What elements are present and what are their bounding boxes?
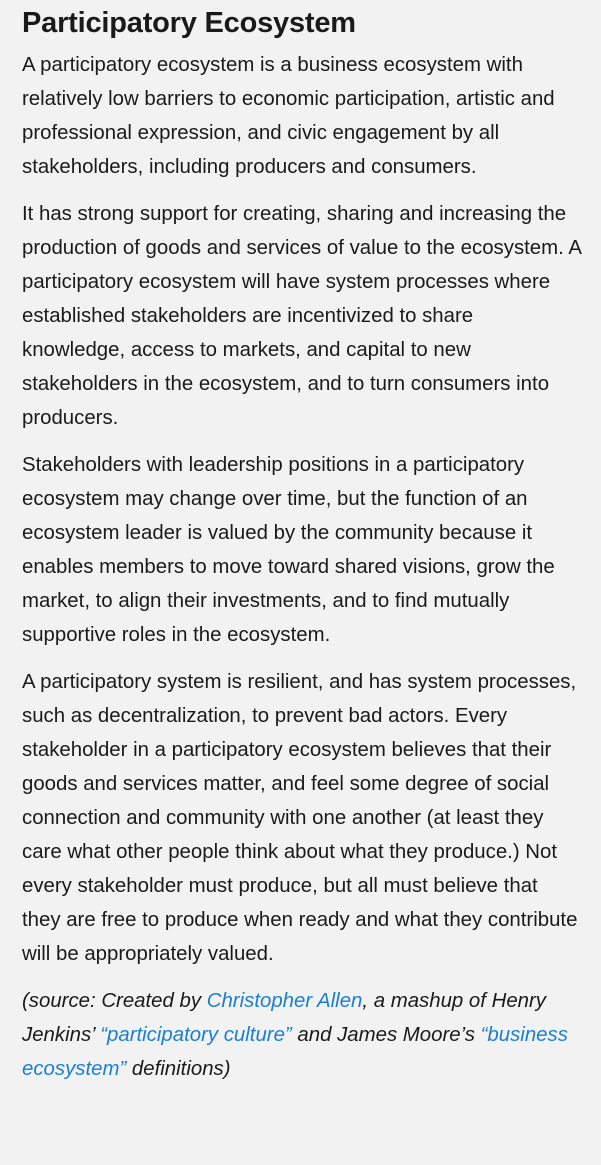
participatory-culture-link[interactable]: “participatory culture”: [100, 1024, 292, 1046]
paragraph-3: Stakeholders with leadership positions i…: [22, 454, 555, 646]
author-link[interactable]: Christopher Allen: [206, 990, 363, 1012]
paragraph-2: It has strong support for creating, shar…: [22, 203, 581, 429]
paragraph-1: A participatory ecosystem is a business …: [22, 54, 555, 178]
source-prefix: (source: Created by: [22, 990, 207, 1012]
paragraph-4: A participatory system is resilient, and…: [22, 671, 578, 965]
article-title: Participatory Ecosystem: [22, 7, 356, 39]
source-mid-1: , a mashup of Henry Jenkins’: [22, 990, 546, 1046]
article: Participatory Ecosystem A participatory …: [22, 7, 581, 1086]
business-ecosystem-link[interactable]: “business ecosystem”: [22, 1024, 568, 1080]
source-suffix: definitions): [126, 1058, 231, 1080]
source-citation: (source: Created by Christopher Allen, a…: [22, 984, 581, 1086]
source-mid-2: and James Moore’s: [291, 1024, 481, 1046]
